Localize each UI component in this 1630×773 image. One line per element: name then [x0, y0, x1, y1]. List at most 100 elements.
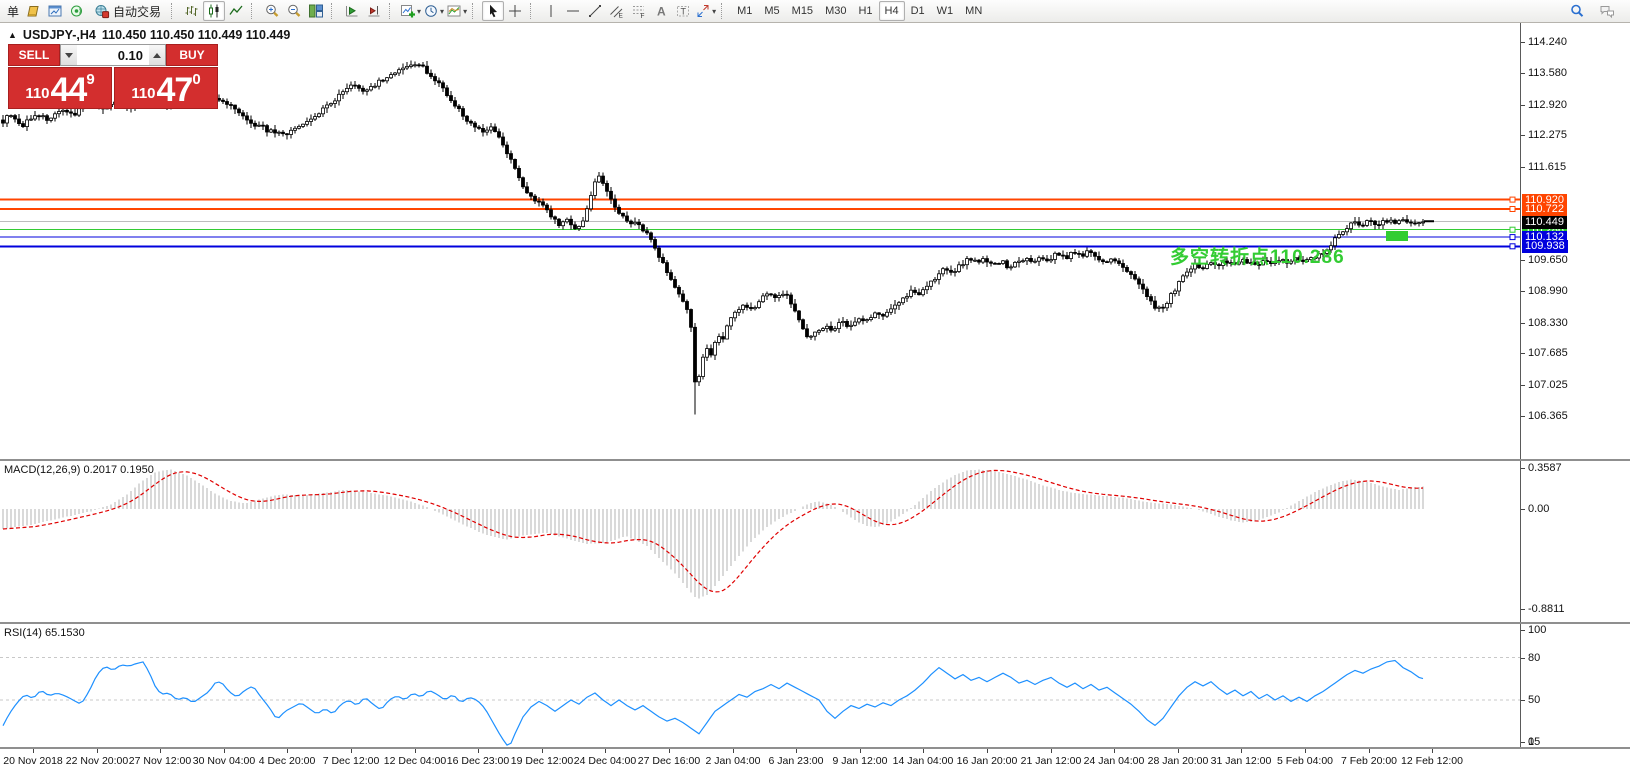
equidistant-channel-icon[interactable]: E — [606, 1, 628, 21]
chart-candles-icon[interactable] — [203, 1, 226, 21]
time-tick-mark — [1432, 749, 1433, 753]
axis-tick-mark — [1521, 167, 1525, 168]
time-tick-mark — [1051, 749, 1052, 753]
toolbar-separator — [251, 3, 258, 19]
rsi-axis[interactable]: 100 80 50 15 0 — [1521, 624, 1630, 748]
autotrading-button[interactable]: 自动交易 — [88, 1, 167, 21]
vertical-line-icon[interactable] — [540, 1, 562, 21]
timeframe-d1-button[interactable]: D1 — [910, 5, 925, 17]
timeframe-mn-button[interactable]: MN — [965, 5, 983, 17]
text-label-icon[interactable]: A — [650, 1, 672, 21]
search-icon[interactable] — [1566, 1, 1588, 21]
rsi-axis-label: 100 — [1528, 624, 1547, 636]
time-tick-mark — [224, 749, 225, 753]
signals-icon[interactable] — [66, 1, 88, 21]
axis-tick-mark — [1521, 291, 1525, 292]
zoom-in-icon[interactable] — [261, 1, 283, 21]
cursor-icon[interactable] — [482, 1, 505, 21]
time-axis-label: 7 Feb 20:00 — [1340, 755, 1398, 767]
time-tick-mark — [923, 749, 924, 753]
chart-window-icon[interactable] — [44, 1, 66, 21]
rsi-label: RSI(14) 65.1530 — [4, 627, 85, 639]
text-box-icon[interactable]: T — [672, 1, 694, 21]
buy-button[interactable]: BUY — [166, 44, 218, 66]
buy-price-sup: 0 — [192, 71, 201, 88]
time-axis-label: 27 Dec 16:00 — [637, 755, 701, 767]
chart-line-icon[interactable] — [225, 1, 247, 21]
rsi-axis-label: 50 — [1528, 694, 1541, 706]
timeframe-m1-button[interactable]: M1 — [737, 5, 753, 17]
rsi-canvas[interactable] — [0, 624, 1520, 749]
volume-input[interactable] — [77, 44, 149, 66]
main-toolbar: 单自动交易 ▾ ▾ ▾ E F A T ▾ M1 M5 M15 M30 H1 H4 D1 W1 MN — [0, 0, 1630, 23]
macd-panel-separator[interactable] — [0, 459, 1630, 461]
trendline-icon[interactable] — [584, 1, 606, 21]
macd-axis[interactable]: 0.3587 0.00 -0.8811 — [1521, 461, 1630, 622]
timeframe-m15-button[interactable]: M15 — [791, 5, 814, 17]
timeframe-m30-button[interactable]: M30 — [825, 5, 847, 17]
time-tick-mark — [33, 749, 34, 753]
time-axis[interactable]: 20 Nov 2018 22 Nov 20:00 27 Nov 12:00 30 No… — [0, 749, 1630, 773]
new-order-label[interactable]: 单 — [7, 4, 20, 19]
chart-shift-icon[interactable] — [363, 1, 385, 21]
axis-tick-mark — [1521, 630, 1525, 631]
chart-window[interactable]: ▲ USDJPY-,H4 110.450 110.450 110.449 110… — [0, 23, 1630, 773]
price-axis[interactable]: 114.240 113.580 112.920 112.275 111.615 109.6… — [1521, 23, 1630, 459]
sell-price-display[interactable]: 110 44 9 — [8, 67, 112, 109]
zoom-out-icon[interactable] — [283, 1, 305, 21]
time-tick-mark — [351, 749, 352, 753]
timeframe-w1-button[interactable]: W1 — [936, 5, 954, 17]
chart-bars-icon[interactable] — [181, 1, 203, 21]
horizontal-line-icon[interactable] — [562, 1, 584, 21]
sell-button[interactable]: SELL — [8, 44, 60, 66]
timeframe-h1-button[interactable]: H1 — [858, 5, 873, 17]
fibonacci-icon[interactable]: F — [628, 1, 650, 21]
macd-axis-label: -0.8811 — [1528, 603, 1565, 615]
volume-decrease-button[interactable] — [60, 44, 77, 66]
new-order-doc-icon[interactable] — [22, 1, 44, 21]
axis-tick-mark — [1521, 135, 1525, 136]
axis-tick-mark — [1521, 353, 1525, 354]
axis-tick-mark — [1521, 73, 1525, 74]
volume-increase-button[interactable] — [149, 44, 166, 66]
buy-price-display[interactable]: 110 47 0 — [114, 67, 218, 109]
template-icon[interactable]: ▾ — [445, 1, 468, 21]
macd-canvas[interactable] — [0, 461, 1520, 623]
time-axis-label: 14 Jan 04:00 — [892, 755, 954, 767]
toolbar-separator — [472, 3, 479, 19]
toolbar-separator — [171, 3, 178, 19]
time-axis-label: 24 Jan 04:00 — [1083, 755, 1145, 767]
price-axis-label: 113.580 — [1528, 67, 1567, 79]
indicators-add-icon[interactable]: ▾ — [399, 1, 422, 21]
time-tick-mark — [860, 749, 861, 753]
rsi-panel-separator[interactable] — [0, 622, 1630, 624]
chat-icon[interactable] — [1596, 1, 1618, 21]
time-tick-mark — [542, 749, 543, 753]
axis-tick-mark — [1521, 105, 1525, 106]
crosshair-icon[interactable] — [504, 1, 526, 21]
buy-price-prefix: 110 — [131, 85, 156, 102]
rsi-axis-label: 80 — [1528, 652, 1541, 664]
tile-windows-icon[interactable] — [305, 1, 327, 21]
auto-scroll-icon[interactable] — [341, 1, 363, 21]
price-axis-label: 114.240 — [1528, 36, 1567, 48]
macd-axis-label: 0.3587 — [1528, 462, 1562, 474]
time-axis-label: 16 Jan 20:00 — [956, 755, 1018, 767]
toolbar-separator — [389, 3, 396, 19]
timeframe-m5-button[interactable]: M5 — [764, 5, 780, 17]
time-tick-mark — [415, 749, 416, 753]
time-tick-mark — [1114, 749, 1115, 753]
time-tick-mark — [287, 749, 288, 753]
axis-tick-mark — [1521, 609, 1525, 610]
arrows-icon[interactable]: ▾ — [694, 1, 717, 21]
periods-icon[interactable]: ▾ — [422, 1, 445, 21]
time-tick-mark — [796, 749, 797, 753]
price-axis-label: 106.365 — [1528, 410, 1568, 422]
time-axis-label: 28 Jan 20:00 — [1147, 755, 1209, 767]
axis-tick-mark — [1521, 260, 1525, 261]
time-axis-label: 27 Nov 12:00 — [128, 755, 192, 767]
chart-collapse-icon[interactable]: ▲ — [8, 30, 17, 40]
timeframe-h4-button[interactable]: H4 — [878, 1, 905, 21]
